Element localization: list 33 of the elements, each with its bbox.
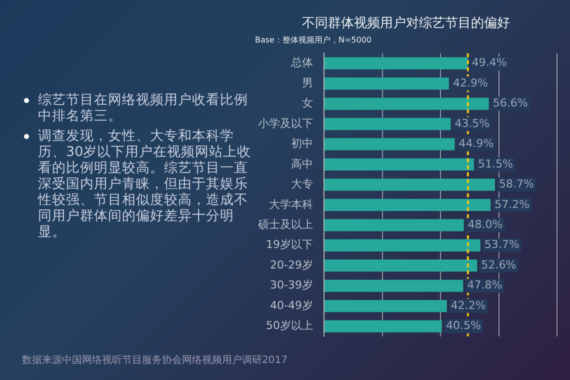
chart-subtitle: Base：整体视频用户，N=5000 — [255, 35, 372, 44]
y-tick-label: 40-49岁 — [270, 298, 313, 312]
y-tick-label: 小学及以下 — [258, 116, 313, 130]
data-label: 56.6% — [492, 96, 528, 110]
data-label: 47.8% — [467, 278, 502, 292]
data-label: 57.2% — [494, 198, 530, 211]
data-label: 49.4% — [472, 56, 507, 70]
data-label: 40.5% — [446, 319, 481, 332]
data-label: 44.9% — [458, 137, 494, 150]
data-label: 52.6% — [481, 258, 516, 272]
data-label: 48.0% — [468, 218, 503, 231]
y-tick-label: 30-39岁 — [270, 278, 313, 292]
chart-title: 不同群体视频用户对综艺节目的偏好 — [302, 16, 510, 32]
y-tick-label: 20-29岁 — [270, 258, 313, 272]
y-tick-label: 女 — [302, 96, 313, 110]
y-tick-label: 高中 — [291, 157, 313, 170]
data-label: 42.9% — [452, 76, 488, 90]
y-tick-label: 初中 — [291, 137, 313, 150]
data-label: 42.2% — [450, 298, 486, 312]
y-tick-label: 50岁以上 — [266, 319, 313, 332]
data-label: 43.5% — [454, 116, 490, 130]
text: 数据来源中国网络视听节目服务协会网络视频用户调研2017 — [22, 354, 288, 367]
y-tick-label: 19岁以下 — [266, 238, 313, 252]
y-tick-label: 总体 — [290, 56, 313, 70]
data-label: 53.7% — [484, 238, 520, 252]
text: 综艺节目在网络视频用户收看比例中排名第三。 — [38, 92, 248, 124]
y-tick-label: 大专 — [291, 178, 313, 191]
y-tick-label: 男 — [302, 76, 313, 90]
y-tick-label: 大学本科 — [269, 198, 313, 211]
text: 调查发现，女性、大专和本科学历、30岁以下用户在视频网站上收看的比例明显较高。综艺节目一直深受国内用户青睐，但由于其娱乐性较强、节目相似度较高，造成不同用户群体间的偏好差异十分明显。 — [38, 128, 252, 240]
data-label: 51.5% — [478, 157, 513, 170]
y-tick-label: 硕士及以上 — [257, 218, 313, 231]
data-label: 58.7% — [498, 178, 534, 191]
